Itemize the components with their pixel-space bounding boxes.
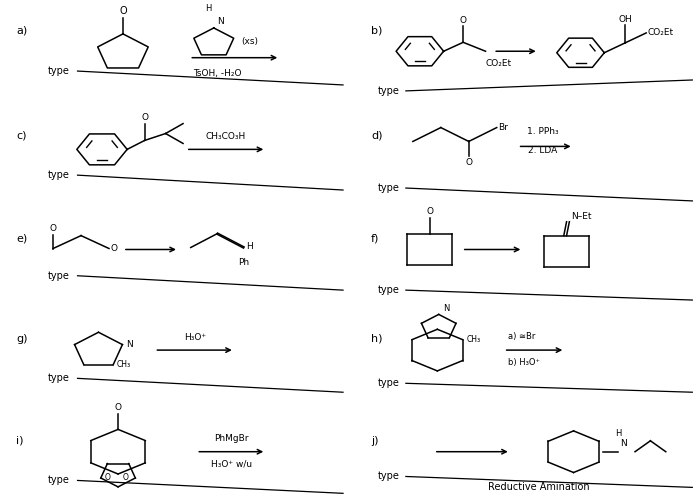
Text: type: type (378, 472, 400, 482)
Text: N: N (620, 439, 626, 448)
Text: TsOH, -H₂O: TsOH, -H₂O (193, 69, 242, 78)
Text: N: N (443, 304, 449, 313)
Text: Br: Br (498, 123, 508, 132)
Text: O: O (111, 244, 118, 253)
Text: c): c) (16, 131, 27, 141)
Text: i): i) (16, 436, 24, 446)
Text: 2. LDA: 2. LDA (528, 147, 557, 156)
Text: d): d) (371, 131, 382, 141)
Text: H: H (615, 429, 622, 438)
Text: O: O (104, 474, 110, 483)
Text: b): b) (371, 25, 382, 35)
Text: type: type (48, 66, 70, 76)
Text: type: type (48, 170, 70, 180)
Text: CH₃: CH₃ (117, 360, 131, 369)
Text: OH: OH (618, 15, 632, 24)
Text: j): j) (371, 436, 379, 446)
Text: O: O (122, 474, 128, 483)
Text: a) ≊Br: a) ≊Br (508, 331, 536, 340)
Text: type: type (378, 285, 400, 295)
Text: type: type (378, 183, 400, 193)
Text: type: type (378, 378, 400, 388)
Text: Reductive Amination: Reductive Amination (488, 483, 589, 493)
Text: O: O (460, 16, 467, 25)
Text: g): g) (16, 333, 27, 344)
Text: a): a) (16, 25, 27, 35)
Text: N–Et: N–Et (570, 212, 592, 221)
Text: O: O (141, 113, 148, 122)
Text: O: O (119, 6, 127, 16)
Text: 1. PPh₃: 1. PPh₃ (527, 128, 559, 137)
Text: type: type (48, 476, 70, 486)
Text: e): e) (16, 234, 27, 244)
Text: H₃O⁺ w/u: H₃O⁺ w/u (211, 460, 252, 469)
Text: type: type (378, 86, 400, 96)
Text: O: O (115, 403, 122, 412)
Text: O: O (50, 224, 57, 233)
Text: CH₃: CH₃ (466, 335, 480, 344)
Text: type: type (48, 271, 70, 281)
Text: O: O (426, 207, 433, 216)
Text: H: H (205, 4, 211, 13)
Text: N: N (217, 17, 224, 26)
Text: O: O (466, 159, 472, 167)
Text: H: H (246, 242, 253, 251)
Text: f): f) (371, 234, 379, 244)
Text: CO₂Et: CO₂Et (486, 59, 512, 68)
Text: PhMgBr: PhMgBr (214, 434, 248, 443)
Text: N: N (126, 340, 133, 349)
Text: Ph: Ph (238, 258, 249, 267)
Text: CH₃CO₃H: CH₃CO₃H (206, 132, 246, 142)
Text: b) H₃O⁺: b) H₃O⁺ (508, 357, 540, 366)
Text: h): h) (371, 333, 382, 344)
Text: CO₂Et: CO₂Et (648, 28, 673, 37)
Text: (xs): (xs) (241, 37, 259, 46)
Text: H₃O⁺: H₃O⁺ (184, 332, 206, 341)
Text: type: type (48, 373, 70, 383)
